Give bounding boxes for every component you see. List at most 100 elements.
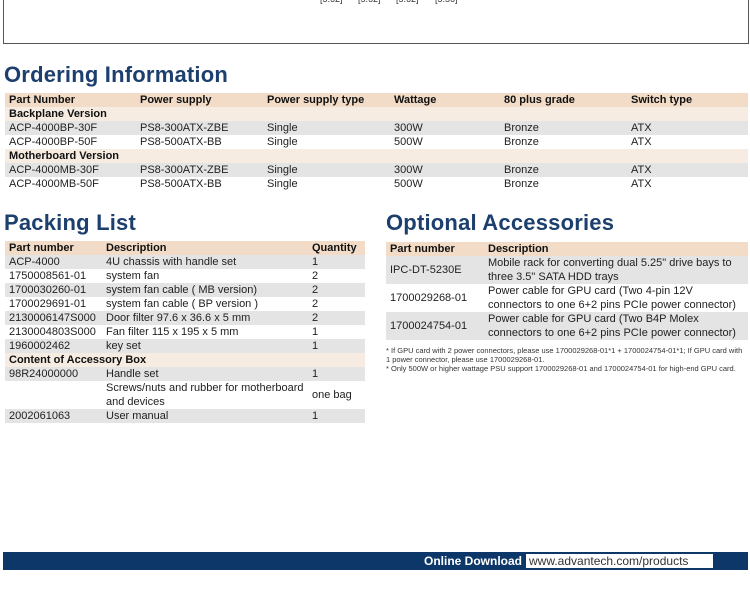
row: 1700029691-01 system fan cable ( BP versi…	[5, 297, 365, 311]
row: 1960002462 key set 1	[5, 339, 365, 353]
cell: Handle set	[102, 367, 308, 381]
section-cell: Motherboard Version	[5, 149, 748, 163]
row: ACP-4000MB-30F PS8-300ATX-ZBE Single 300W Br…	[5, 163, 748, 177]
cell: ACP-4000MB-50F	[5, 177, 136, 191]
header-cell: Wattage	[390, 93, 500, 107]
header-cell: Power supply	[136, 93, 263, 107]
dimension-label: [5.62]	[358, 0, 381, 4]
header-cell: Part Number	[5, 93, 136, 107]
section-row: Motherboard Version	[5, 149, 748, 163]
cell: Single	[263, 163, 390, 177]
cell: ACP-4000BP-30F	[5, 121, 136, 135]
header-cell: Power supply type	[263, 93, 390, 107]
row: 2130006147S000 Door filter 97.6 x 36.6 x …	[5, 311, 365, 325]
optional-table: Part number Description IPC-DT-5230E Mobile…	[386, 242, 748, 340]
row: ACP-4000BP-50F PS8-500ATX-BB Single 500W Bro…	[5, 135, 748, 149]
header-cell: Description	[484, 242, 748, 256]
cell: 500W	[390, 177, 500, 191]
cell: 2130006147S000	[5, 311, 102, 325]
cell: Door filter 97.6 x 36.6 x 5 mm	[102, 311, 308, 325]
cell: Bronze	[500, 135, 627, 149]
header-cell: Part number	[5, 241, 102, 255]
cell: 1	[308, 255, 365, 269]
cell: system fan cable ( MB version)	[102, 283, 308, 297]
section-row: Backplane Version	[5, 107, 748, 121]
cell: 2	[308, 269, 365, 283]
cell: 2	[308, 311, 365, 325]
section-cell: Content of Accessory Box	[5, 353, 365, 367]
cell: system fan cable ( BP version )	[102, 297, 308, 311]
cell: ATX	[627, 135, 748, 149]
cell: PS8-300ATX-ZBE	[136, 121, 263, 135]
cell: Screws/nuts and rubber for motherboard a…	[102, 381, 308, 409]
dimension-label: [5.62]	[396, 0, 419, 4]
table: Part number Description Quantity ACP-4000 4U…	[5, 241, 365, 423]
cell: key set	[102, 339, 308, 353]
row: 1700030260-01 system fan cable ( MB versi…	[5, 283, 365, 297]
row: 2002061063 User manual 1	[5, 409, 365, 423]
cell: 500W	[390, 135, 500, 149]
cell: 1700029691-01	[5, 297, 102, 311]
dimension-label: [5.56]	[435, 0, 458, 4]
row: ACP-4000MB-50F PS8-500ATX-BB Single 500W Bro…	[5, 177, 748, 191]
notes: * If GPU card with 2 power connectors, p…	[386, 346, 748, 373]
row: 1700024754-01 Power cable for GPU card (T…	[386, 312, 748, 340]
cell: ATX	[627, 163, 748, 177]
top-box	[3, 0, 749, 44]
cell: User manual	[102, 409, 308, 423]
cell: Fan filter 115 x 195 x 5 mm	[102, 325, 308, 339]
cell: 1700030260-01	[5, 283, 102, 297]
cell: Single	[263, 121, 390, 135]
packing-table: Part number Description Quantity ACP-4000 4U…	[5, 241, 365, 423]
cell: 4U chassis with handle set	[102, 255, 308, 269]
cell: Bronze	[500, 121, 627, 135]
cell: PS8-500ATX-BB	[136, 135, 263, 149]
section-cell: Backplane Version	[5, 107, 748, 121]
cell: Single	[263, 135, 390, 149]
cell: system fan	[102, 269, 308, 283]
cell: 1	[308, 325, 365, 339]
table: Part number Description IPC-DT-5230E Mobile…	[386, 242, 748, 340]
note: * If GPU card with 2 power connectors, p…	[386, 346, 743, 364]
cell: IPC-DT-5230E	[386, 256, 484, 284]
cell: Power cable for GPU card (Two B4P Molex …	[484, 312, 748, 340]
header-row: Part number Description Quantity	[5, 241, 365, 255]
cell: 2	[308, 297, 365, 311]
section-title: Packing List	[4, 210, 136, 235]
footer-url[interactable]: www.advantech.com/products	[526, 554, 713, 568]
cell: 1700024754-01	[386, 312, 484, 340]
cell: ACP-4000MB-30F	[5, 163, 136, 177]
cell: Bronze	[500, 177, 627, 191]
row: 98R24000000 Handle set 1	[5, 367, 365, 381]
row: Screws/nuts and rubber for motherboard a…	[5, 381, 365, 409]
header-row: Part number Description	[386, 242, 748, 256]
cell: Mobile rack for converting dual 5.25" dr…	[484, 256, 748, 284]
section-row: Content of Accessory Box	[5, 353, 365, 367]
header-row: Part Number Power supply Power supply type…	[5, 93, 748, 107]
cell: 1960002462	[5, 339, 102, 353]
cell: 98R24000000	[5, 367, 102, 381]
footer-bar: Online Download www.advantech.com/produc…	[3, 552, 748, 570]
row: 2130004803S000 Fan filter 115 x 195 x 5 m…	[5, 325, 365, 339]
row: ACP-4000BP-30F PS8-300ATX-ZBE Single 300W Br…	[5, 121, 748, 135]
header-cell: Description	[102, 241, 308, 255]
row: IPC-DT-5230E Mobile rack for converting d…	[386, 256, 748, 284]
cell: 1700029268-01	[386, 284, 484, 312]
cell: 300W	[390, 163, 500, 177]
header-cell: 80 plus grade	[500, 93, 627, 107]
cell: Single	[263, 177, 390, 191]
row: 1700029268-01 Power cable for GPU card (T…	[386, 284, 748, 312]
cell: 1750008561-01	[5, 269, 102, 283]
header-cell: Switch type	[627, 93, 748, 107]
cell: ACP-4000	[5, 255, 102, 269]
cell: PS8-500ATX-BB	[136, 177, 263, 191]
table: Part Number Power supply Power supply type…	[5, 93, 748, 191]
cell: one bag	[308, 381, 365, 409]
cell: ATX	[627, 177, 748, 191]
dimension-label: [5.62]	[320, 0, 343, 4]
section-title: Optional Accessories	[386, 210, 615, 235]
cell: 2	[308, 283, 365, 297]
cell: Power cable for GPU card (Two 4-pin 12V …	[484, 284, 748, 312]
row: ACP-4000 4U chassis with handle set 1	[5, 255, 365, 269]
cell: 1	[308, 367, 365, 381]
